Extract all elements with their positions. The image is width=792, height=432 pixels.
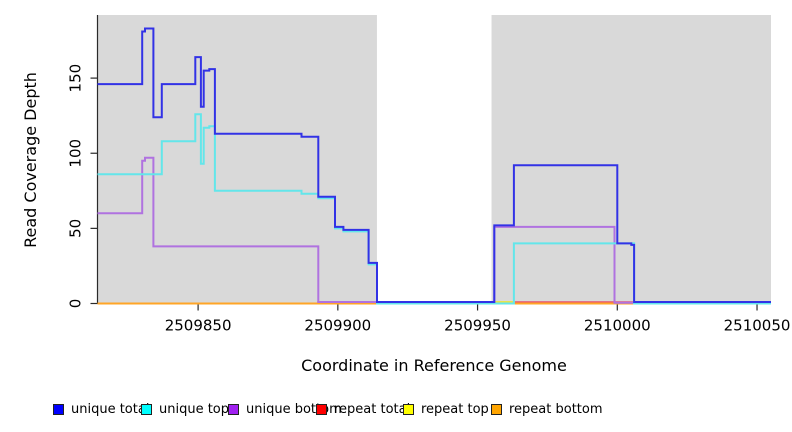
legend-swatch-repeat-bottom — [491, 403, 502, 415]
legend-swatch-repeat-total — [316, 403, 327, 415]
x-tick-label: 2510000 — [584, 317, 651, 335]
legend-label: repeat top — [421, 401, 489, 417]
legend-swatch-repeat-top — [403, 403, 414, 415]
x-tick-label: 2509850 — [165, 317, 232, 335]
plot-background-right — [491, 15, 771, 304]
y-tick-label: 150 — [67, 64, 85, 93]
series-line-unique-top — [97, 113, 771, 305]
coverage-gap-band — [376, 15, 492, 304]
legend-item-unique-top: unique top — [141, 400, 229, 418]
x-axis-title: Coordinate in Reference Genome — [301, 356, 567, 375]
plot-background-left — [97, 15, 377, 304]
legend-item-repeat-total: repeat total — [316, 400, 410, 418]
x-tick-label: 2510050 — [724, 317, 791, 335]
y-tick-label: 100 — [67, 139, 85, 168]
legend-swatch-unique-top — [141, 403, 152, 415]
legend-label: unique top — [159, 401, 230, 417]
legend-label: repeat total — [334, 401, 411, 417]
legend-item-unique-total: unique total — [53, 400, 149, 418]
legend-swatch-unique-total — [53, 403, 64, 415]
y-tick-label: 50 — [67, 219, 85, 238]
x-tick-label: 2509950 — [444, 317, 511, 335]
legend-item-repeat-bottom: repeat bottom — [491, 400, 603, 418]
legend-item-repeat-top: repeat top — [403, 400, 489, 418]
legend-swatch-unique-bottom — [228, 403, 239, 415]
legend-label: repeat bottom — [509, 401, 603, 417]
x-tick-label: 2509900 — [304, 317, 371, 335]
series-line-unique-total — [97, 27, 771, 303]
legend-label: unique total — [71, 401, 150, 417]
y-tick-label: 0 — [67, 299, 85, 309]
legend: unique total unique top unique bottom repea… — [0, 400, 792, 420]
series-line-unique-bottom — [97, 156, 771, 304]
